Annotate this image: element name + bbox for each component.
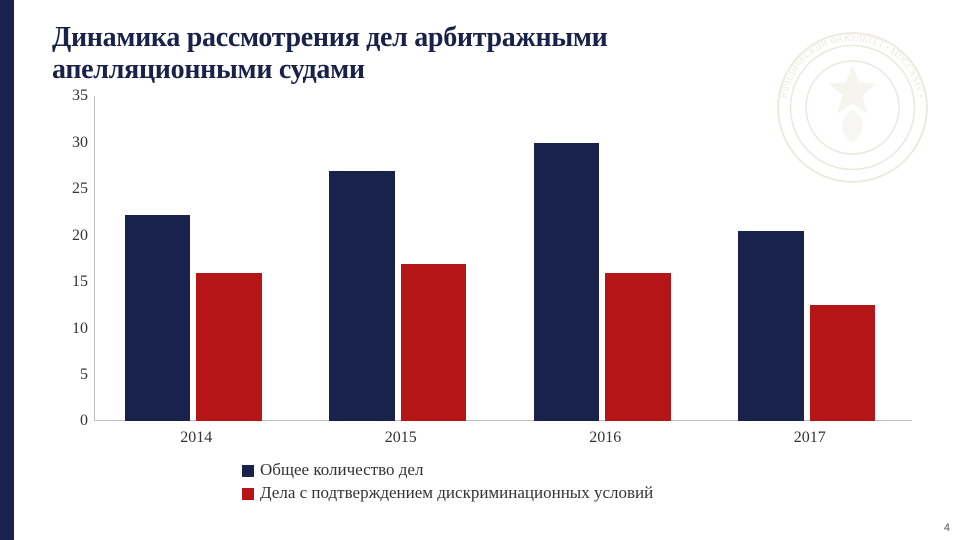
y-tick-label: 20 (52, 227, 88, 245)
y-tick-label: 15 (52, 273, 88, 291)
page-number: 4 (944, 522, 950, 534)
category-group: 2017 (708, 96, 913, 421)
slide: Динамика рассмотрения дел арбитражными а… (0, 0, 960, 540)
bar (125, 215, 190, 421)
category-group: 2014 (94, 96, 299, 421)
y-tick-label: 35 (52, 87, 88, 105)
x-tick-label: 2017 (708, 429, 913, 447)
bar (534, 143, 599, 422)
legend-swatch-icon (242, 488, 254, 500)
bar (738, 231, 803, 421)
legend: Общее количество дел Дела с подтверждени… (242, 459, 930, 505)
bar (401, 264, 466, 422)
y-tick-label: 30 (52, 134, 88, 152)
x-tick-label: 2016 (503, 429, 708, 447)
x-tick-label: 2015 (299, 429, 504, 447)
page-title: Динамика рассмотрения дел арбитражными а… (52, 22, 772, 86)
bar-chart: 05101520253035 2014201520162017 (52, 96, 912, 451)
y-tick-label: 25 (52, 180, 88, 198)
bar (810, 305, 875, 421)
bar (605, 273, 670, 422)
y-tick-label: 5 (52, 366, 88, 384)
bar (196, 273, 261, 422)
bar (329, 171, 394, 422)
legend-label: Общее количество дел (260, 459, 423, 482)
category-group: 2016 (503, 96, 708, 421)
legend-label: Дела с подтверждением дискриминационных … (260, 482, 653, 505)
y-tick-label: 0 (52, 412, 88, 430)
plot-area: 2014201520162017 (94, 96, 912, 421)
legend-swatch-icon (242, 465, 254, 477)
y-tick-label: 10 (52, 320, 88, 338)
legend-item: Дела с подтверждением дискриминационных … (242, 482, 930, 505)
category-group: 2015 (299, 96, 504, 421)
legend-item: Общее количество дел (242, 459, 930, 482)
x-tick-label: 2014 (94, 429, 299, 447)
